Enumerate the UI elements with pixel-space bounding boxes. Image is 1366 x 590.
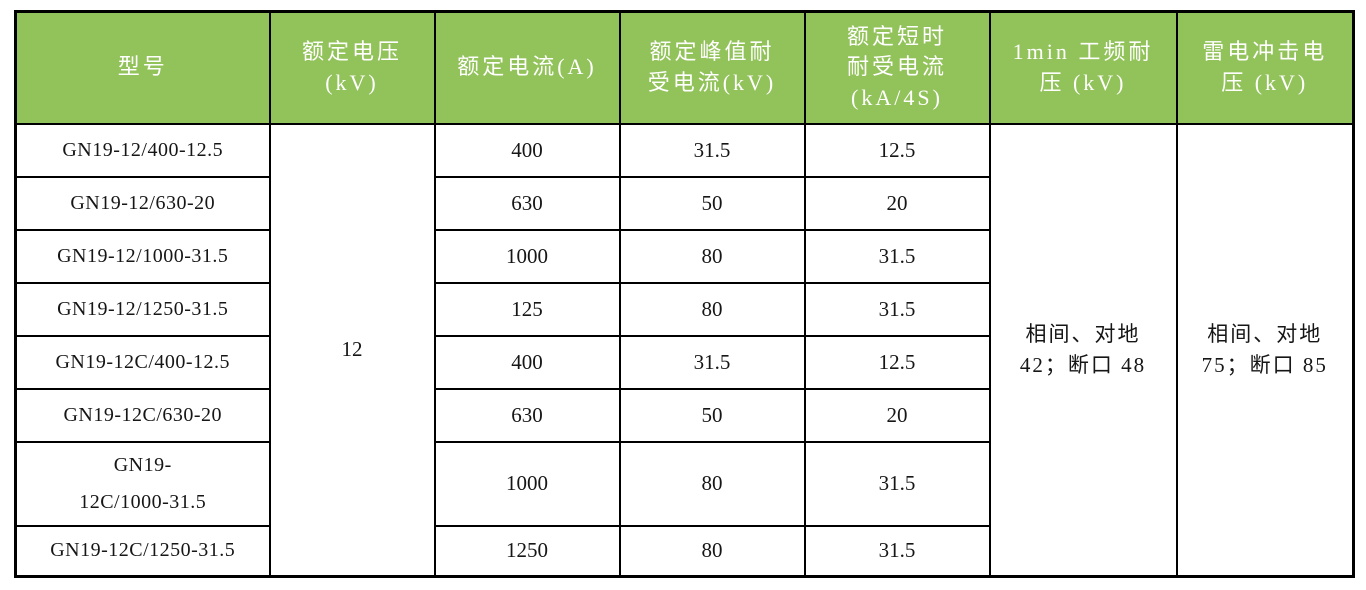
table-row: GN19-12/1250-31.5 125 80 31.5 [14,281,1354,337]
header-power-frequency-withstand-voltage: 1min 工频耐 压 (kV) [988,10,1178,125]
cell-short-time-current: 20 [803,175,991,231]
cell-short-time-current: 20 [803,387,991,443]
cell-peak-current: 80 [618,228,806,284]
table-row: GN19- 12C/1000-31.5 1000 80 31.5 [14,440,1354,527]
cell-peak-current: 80 [618,524,806,578]
cell-short-time-current: 12.5 [803,334,991,390]
cell-model: GN19-12/630-20 [14,175,271,231]
spec-table: 型号 额定电压 (kV) 额定电流(A) 额定峰值耐 受电流(kV) 额定短时 … [14,10,1355,578]
table-row: GN19-12C/1250-31.5 1250 80 31.5 [14,524,1354,578]
header-row: 型号 额定电压 (kV) 额定电流(A) 额定峰值耐 受电流(kV) 额定短时 … [14,10,1355,125]
header-short-time-withstand-current: 额定短时 耐受电流 (kA/4S) [803,10,991,125]
cell-model: GN19-12/1250-31.5 [14,281,271,337]
cell-model: GN19-12/1000-31.5 [14,228,271,284]
cell-rated-current: 1250 [433,524,621,578]
cell-peak-current: 50 [618,175,806,231]
cell-model: GN19-12C/400-12.5 [14,334,271,390]
cell-lightning-impulse: 相间、对地 75；断口 85 [1175,122,1355,578]
cell-peak-current: 31.5 [618,334,806,390]
cell-rated-current: 1000 [433,440,621,527]
cell-power-frequency-withstand: 相间、对地 42；断口 48 [988,122,1178,578]
cell-rated-current: 125 [433,281,621,337]
cell-short-time-current: 12.5 [803,122,991,178]
cell-rated-current: 1000 [433,228,621,284]
cell-peak-current: 80 [618,281,806,337]
cell-short-time-current: 31.5 [803,524,991,578]
table-row: GN19-12/630-20 630 50 20 [14,175,1354,231]
cell-model: GN19- 12C/1000-31.5 [14,440,271,527]
header-rated-voltage: 额定电压 (kV) [268,10,436,125]
header-rated-current: 额定电流(A) [433,10,621,125]
cell-peak-current: 31.5 [618,122,806,178]
cell-rated-voltage: 12 [268,122,436,578]
cell-rated-current: 400 [433,334,621,390]
table-row: GN19-12/400-12.5 12 400 31.5 12.5 相间、对地 … [14,122,1355,578]
cell-peak-current: 80 [618,440,806,527]
cell-rated-current: 630 [433,387,621,443]
table-row: GN19-12C/400-12.5 400 31.5 12.5 [14,334,1354,390]
cell-model: GN19-12C/1250-31.5 [14,524,271,578]
cell-rated-current: 630 [433,175,621,231]
cell-model: GN19-12C/630-20 [14,387,271,443]
cell-model: GN19-12/400-12.5 [14,122,271,178]
cell-short-time-current: 31.5 [803,440,991,527]
table-row: GN19-12/1000-31.5 1000 80 31.5 [14,228,1354,284]
cell-short-time-current: 31.5 [803,228,991,284]
cell-peak-current: 50 [618,387,806,443]
cell-short-time-current: 31.5 [803,281,991,337]
table-row: GN19-12C/630-20 630 50 20 [14,387,1354,443]
header-model: 型号 [14,10,271,125]
cell-rated-current: 400 [433,122,621,178]
header-lightning-impulse-voltage: 雷电冲击电 压 (kV) [1175,10,1355,125]
header-peak-withstand-current: 额定峰值耐 受电流(kV) [618,10,806,125]
